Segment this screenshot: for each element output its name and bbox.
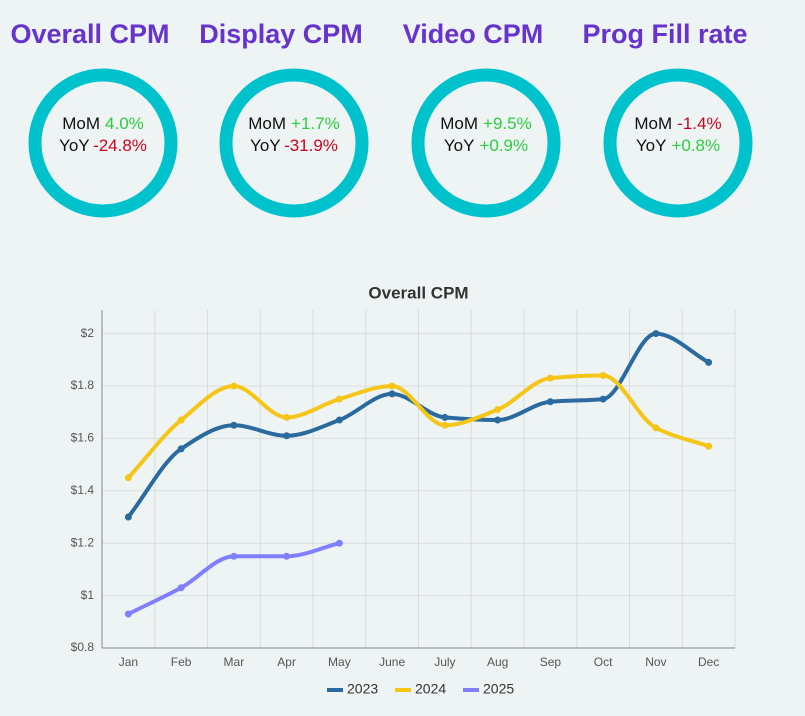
x-tick-label: Dec bbox=[698, 655, 719, 669]
y-tick-label: $1.2 bbox=[71, 535, 95, 549]
point bbox=[335, 539, 343, 547]
series-line bbox=[126, 373, 710, 480]
y-tick-label: $2 bbox=[81, 326, 95, 340]
x-tick-label: Aug bbox=[487, 655, 508, 669]
y-tick-label: $1 bbox=[81, 588, 95, 602]
point bbox=[124, 474, 132, 482]
kpi-ring bbox=[411, 68, 561, 218]
chart-title: Overall CPM bbox=[368, 283, 468, 302]
yoy-label: YoY bbox=[444, 136, 475, 155]
legend-label: 2023 bbox=[347, 681, 378, 697]
x-tick-label: June bbox=[379, 655, 405, 669]
y-tick-label: $1.4 bbox=[71, 483, 95, 497]
mom-value: 4.0% bbox=[105, 114, 144, 133]
point bbox=[388, 390, 396, 398]
yoy-value: -31.9% bbox=[284, 136, 338, 155]
mom-label: MoM bbox=[634, 114, 672, 133]
yoy-value: -24.8% bbox=[93, 136, 147, 155]
x-tick-label: Jan bbox=[119, 655, 138, 669]
point bbox=[599, 395, 607, 403]
point bbox=[546, 374, 554, 382]
point bbox=[705, 442, 713, 450]
y-tick-label: $1.6 bbox=[71, 431, 95, 445]
x-tick-label: July bbox=[434, 655, 455, 669]
kpi-ring bbox=[603, 68, 753, 218]
kpi-yoy: YoY -31.9% bbox=[250, 136, 338, 155]
kpi-mom: MoM +9.5% bbox=[440, 114, 531, 133]
x-tick-label: Apr bbox=[277, 655, 296, 669]
yoy-value: +0.9% bbox=[479, 136, 528, 155]
point bbox=[335, 395, 343, 403]
y-tick-label: $0.8 bbox=[71, 640, 95, 654]
y-tick-label: $1.8 bbox=[71, 378, 95, 392]
mom-value: -1.4% bbox=[677, 114, 721, 133]
point bbox=[283, 432, 291, 440]
x-tick-label: Sep bbox=[540, 655, 562, 669]
point bbox=[283, 413, 291, 421]
point bbox=[124, 610, 132, 618]
point bbox=[494, 406, 502, 414]
kpi-title: Prog Fill rate bbox=[582, 19, 747, 49]
point bbox=[230, 552, 238, 560]
point bbox=[283, 552, 291, 560]
kpi-ring bbox=[28, 68, 178, 218]
point bbox=[494, 416, 502, 424]
point bbox=[441, 413, 449, 421]
yoy-label: YoY bbox=[59, 136, 89, 155]
kpi-title: Display CPM bbox=[199, 19, 363, 49]
kpi-mom: MoM -1.4% bbox=[634, 114, 721, 133]
kpi-yoy: YoY +0.9% bbox=[444, 136, 528, 155]
mom-value: +9.5% bbox=[483, 114, 532, 133]
yoy-value: +0.8% bbox=[671, 136, 720, 155]
x-tick-label: Nov bbox=[645, 655, 666, 669]
x-tick-label: May bbox=[328, 655, 351, 669]
point bbox=[652, 424, 660, 432]
mom-label: MoM bbox=[440, 114, 478, 133]
legend-label: 2025 bbox=[483, 681, 514, 697]
x-tick-label: Oct bbox=[594, 655, 613, 669]
point bbox=[177, 584, 185, 592]
kpi-title: Video CPM bbox=[403, 19, 544, 49]
point bbox=[230, 382, 238, 390]
point bbox=[230, 421, 238, 429]
kpi-title: Overall CPM bbox=[10, 19, 169, 49]
kpi-yoy: YoY +0.8% bbox=[636, 136, 720, 155]
point bbox=[652, 330, 660, 338]
point bbox=[124, 513, 132, 521]
mom-value: +1.7% bbox=[291, 114, 340, 133]
mom-label: MoM bbox=[62, 114, 100, 133]
yoy-label: YoY bbox=[636, 136, 667, 155]
x-tick-label: Feb bbox=[171, 655, 192, 669]
yoy-label: YoY bbox=[250, 136, 280, 155]
point bbox=[388, 382, 396, 390]
kpi-ring bbox=[219, 68, 369, 218]
kpi-mom: MoM 4.0% bbox=[62, 114, 144, 133]
point bbox=[441, 421, 449, 429]
point bbox=[546, 398, 554, 406]
point bbox=[177, 445, 185, 453]
legend-label: 2024 bbox=[415, 681, 446, 697]
point bbox=[177, 416, 185, 424]
point bbox=[599, 372, 607, 380]
mom-label: MoM bbox=[248, 114, 286, 133]
x-tick-label: Mar bbox=[224, 655, 245, 669]
kpi-yoy: YoY -24.8% bbox=[59, 136, 147, 155]
point bbox=[335, 416, 343, 424]
kpi-mom: MoM +1.7% bbox=[248, 114, 339, 133]
point bbox=[705, 358, 713, 366]
